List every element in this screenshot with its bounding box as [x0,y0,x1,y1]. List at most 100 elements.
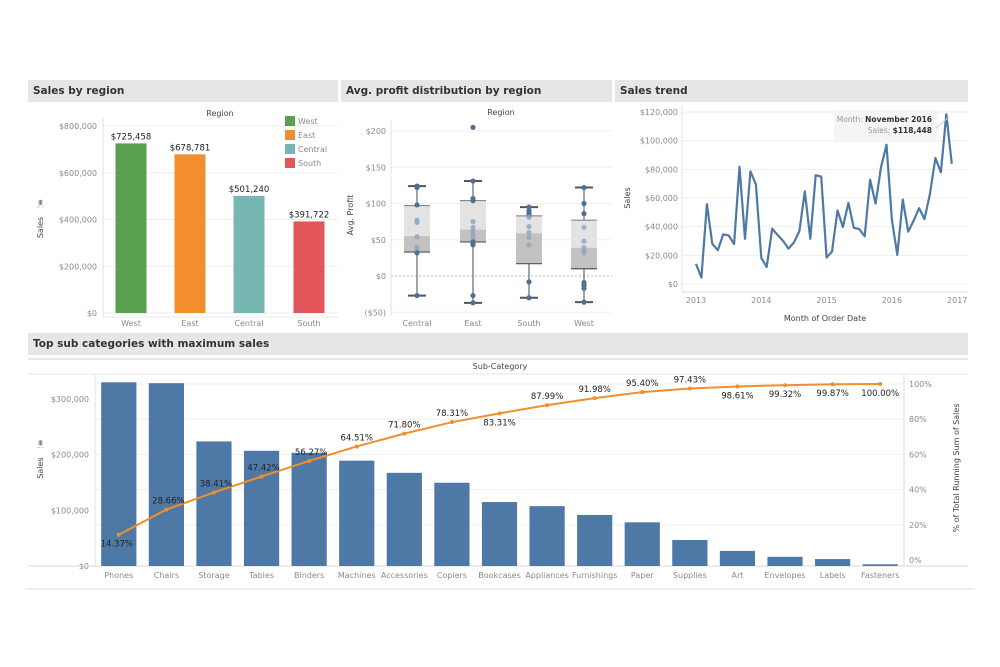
running-sum-label: 99.87% [816,389,848,399]
bar-supplies[interactable] [672,540,708,566]
bar-west[interactable] [115,143,147,313]
panel-title-profit-distribution: Avg. profit distribution by region [341,80,612,102]
y-tick-label: $50 [371,236,386,245]
x-tick-label: Furnishings [572,571,617,580]
bar-art[interactable] [719,550,756,566]
data-point [470,124,476,130]
legend-swatch-south[interactable] [285,158,295,168]
running-sum-point [592,396,597,401]
data-point [414,292,420,299]
y-tick-label: $600,000 [59,169,97,178]
data-point [470,219,476,225]
box-south[interactable] [516,204,542,301]
data-point [470,242,476,248]
data-label: $391,722 [289,210,330,220]
bottom-divider [25,588,975,590]
bar-binders[interactable] [291,452,327,566]
column-header: Region [487,108,514,117]
box-west[interactable] [571,184,597,305]
x-tick-label: Machines [338,571,376,580]
x-tick-label: East [181,319,198,328]
y-axis-label: Sales [36,217,45,238]
running-sum-point [783,383,788,388]
running-sum-label: 28.66% [152,497,184,507]
data-point [470,178,476,184]
bar-storage[interactable] [196,441,232,566]
running-sum-point [687,386,692,391]
running-sum-label: 78.31% [436,409,468,419]
data-label: $501,240 [229,185,270,195]
tooltip-pointer [935,116,950,129]
tooltip-month: Month: November 2016 [837,115,932,124]
x-tick-label: 2015 [816,296,836,305]
sales-trend-chart: $0 $20,000 $40,000 $60,000 $80,000 $100,000 $1… [623,106,968,323]
y-tick-label: $80,000 [645,165,678,174]
legend-label: West [298,117,318,126]
x-tick-label: Supplies [673,571,707,580]
bar-bookcases[interactable] [481,502,518,566]
data-point [414,219,420,225]
bar-paper[interactable] [624,522,660,566]
box-central[interactable] [404,183,430,299]
bar-central[interactable] [233,195,265,313]
bar-chairs[interactable] [148,383,184,566]
running-sum-point [640,390,645,395]
x-tick-label: Tables [248,571,274,580]
x-tick-label: Bookcases [478,571,520,580]
bar-accessories[interactable] [386,472,422,566]
running-sum-label: 64.51% [341,433,373,443]
running-sum-point [354,444,359,449]
y2-tick-label: 0% [909,556,922,565]
bar-copiers[interactable] [434,482,470,566]
data-point [414,234,420,240]
y-tick-label: $0 [668,280,678,289]
bar-machines[interactable] [339,460,375,566]
sort-icon: ⫶≡ [36,199,45,208]
data-point [581,200,587,207]
bar-envelopes[interactable] [767,556,803,566]
bar-fasteners[interactable] [862,564,898,566]
running-sum-label: 14.37% [101,540,133,550]
box-lower [404,236,430,253]
y2-tick-label: 60% [909,450,927,459]
box-east[interactable] [460,124,486,306]
data-point [526,224,532,230]
running-sum-label: 87.99% [531,392,563,402]
y-tick-label: $0 [87,309,97,318]
y-tick-label: $20,000 [645,251,678,260]
y-tick-label: $40,000 [645,223,678,232]
running-sum-point [402,431,407,436]
y2-tick-label: 40% [909,486,927,495]
y2-tick-label: 100% [909,380,932,389]
x-tick-label: Phones [104,571,133,580]
bar-south[interactable] [293,221,325,313]
data-point [526,242,532,248]
running-sum-label: 71.80% [388,421,420,431]
data-point [470,235,476,241]
bar-east[interactable] [174,154,206,313]
sales-line[interactable] [694,113,953,279]
bar-phones[interactable] [101,382,137,566]
legend-swatch-east[interactable] [285,130,295,140]
data-point [526,234,532,241]
data-point [581,250,587,256]
legend-swatch-central[interactable] [285,144,295,154]
running-sum-label: 95.40% [626,379,658,389]
running-sum-point [497,411,502,416]
x-tick-label: Copiers [437,571,467,580]
y-tick-label: $800,000 [59,122,97,131]
tooltip-sales-label: Sales: [868,126,893,135]
running-sum-point [449,420,454,425]
bar-furnishings[interactable] [577,514,613,566]
x-tick-label: Storage [198,571,229,580]
bar-tables[interactable] [243,450,280,566]
y-tick-label: $150 [366,163,386,172]
x-tick-label: Art [731,571,743,580]
bar-appliances[interactable] [529,506,565,566]
x-tick-label: Fasteners [861,571,899,580]
bar-labels[interactable] [815,559,851,566]
data-point [470,224,476,231]
legend-swatch-west[interactable] [285,116,295,126]
x-tick-label: South [297,319,320,328]
y-axis-label: Avg. Profit [346,195,355,236]
